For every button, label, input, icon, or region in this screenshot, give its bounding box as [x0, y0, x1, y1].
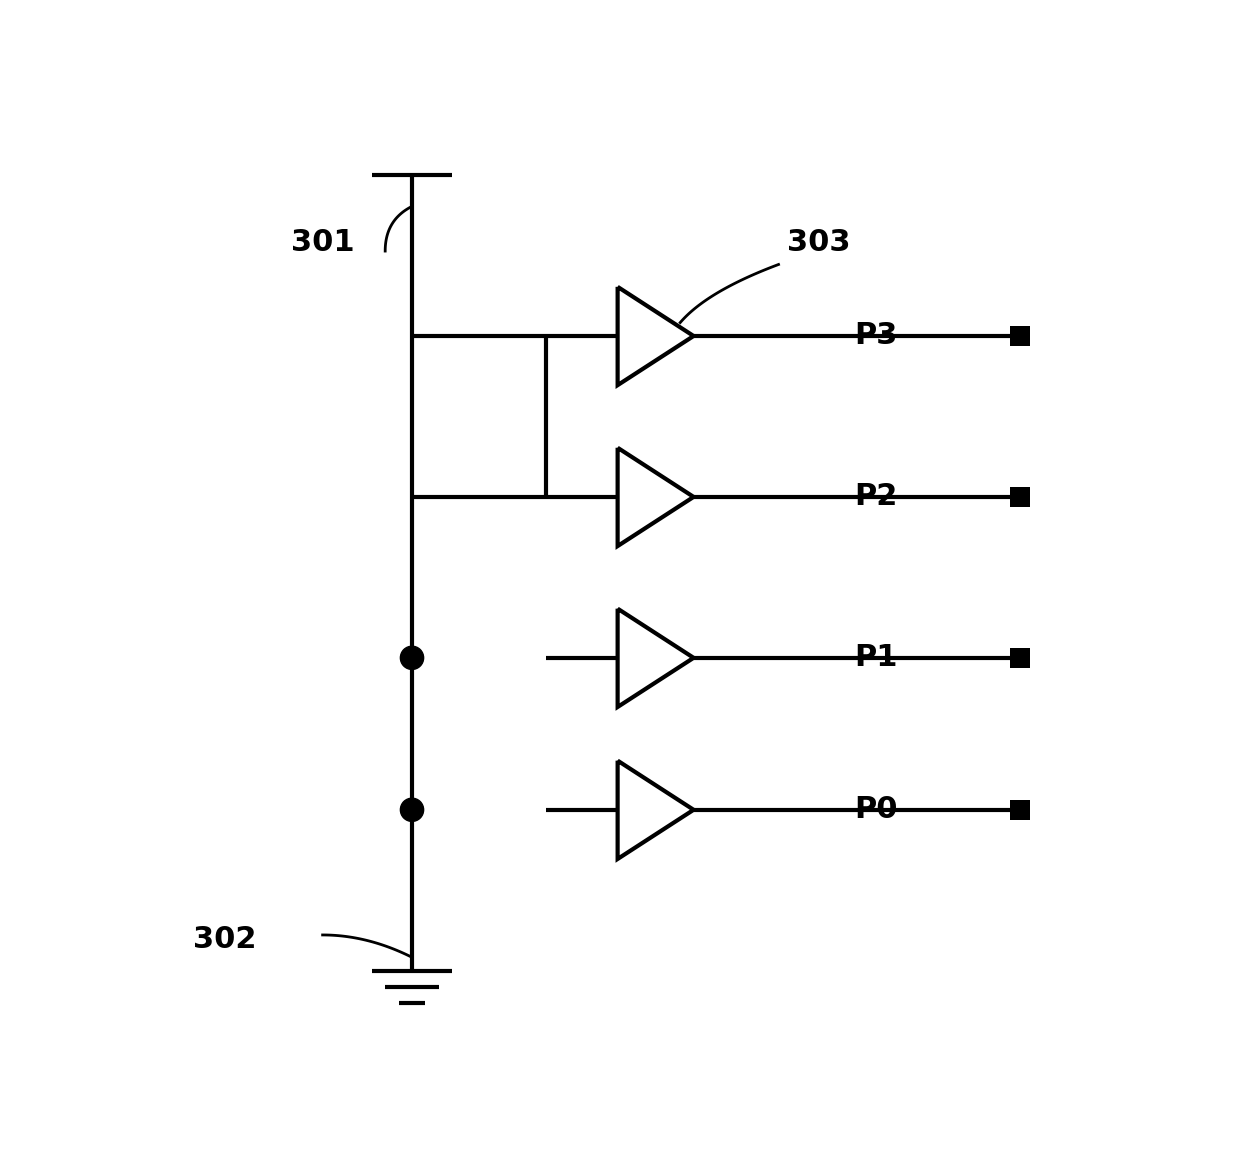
Circle shape [401, 798, 424, 822]
Text: P1: P1 [854, 643, 898, 672]
Text: 303: 303 [787, 228, 851, 257]
Bar [1011, 648, 1029, 668]
Text: P3: P3 [854, 322, 898, 351]
Bar [1011, 800, 1029, 820]
Circle shape [401, 647, 424, 670]
Text: 301: 301 [291, 228, 355, 257]
Bar [1011, 488, 1029, 506]
Bar [1011, 326, 1029, 346]
Text: 302: 302 [193, 925, 257, 954]
Text: P2: P2 [854, 483, 898, 511]
Text: P0: P0 [854, 795, 898, 824]
